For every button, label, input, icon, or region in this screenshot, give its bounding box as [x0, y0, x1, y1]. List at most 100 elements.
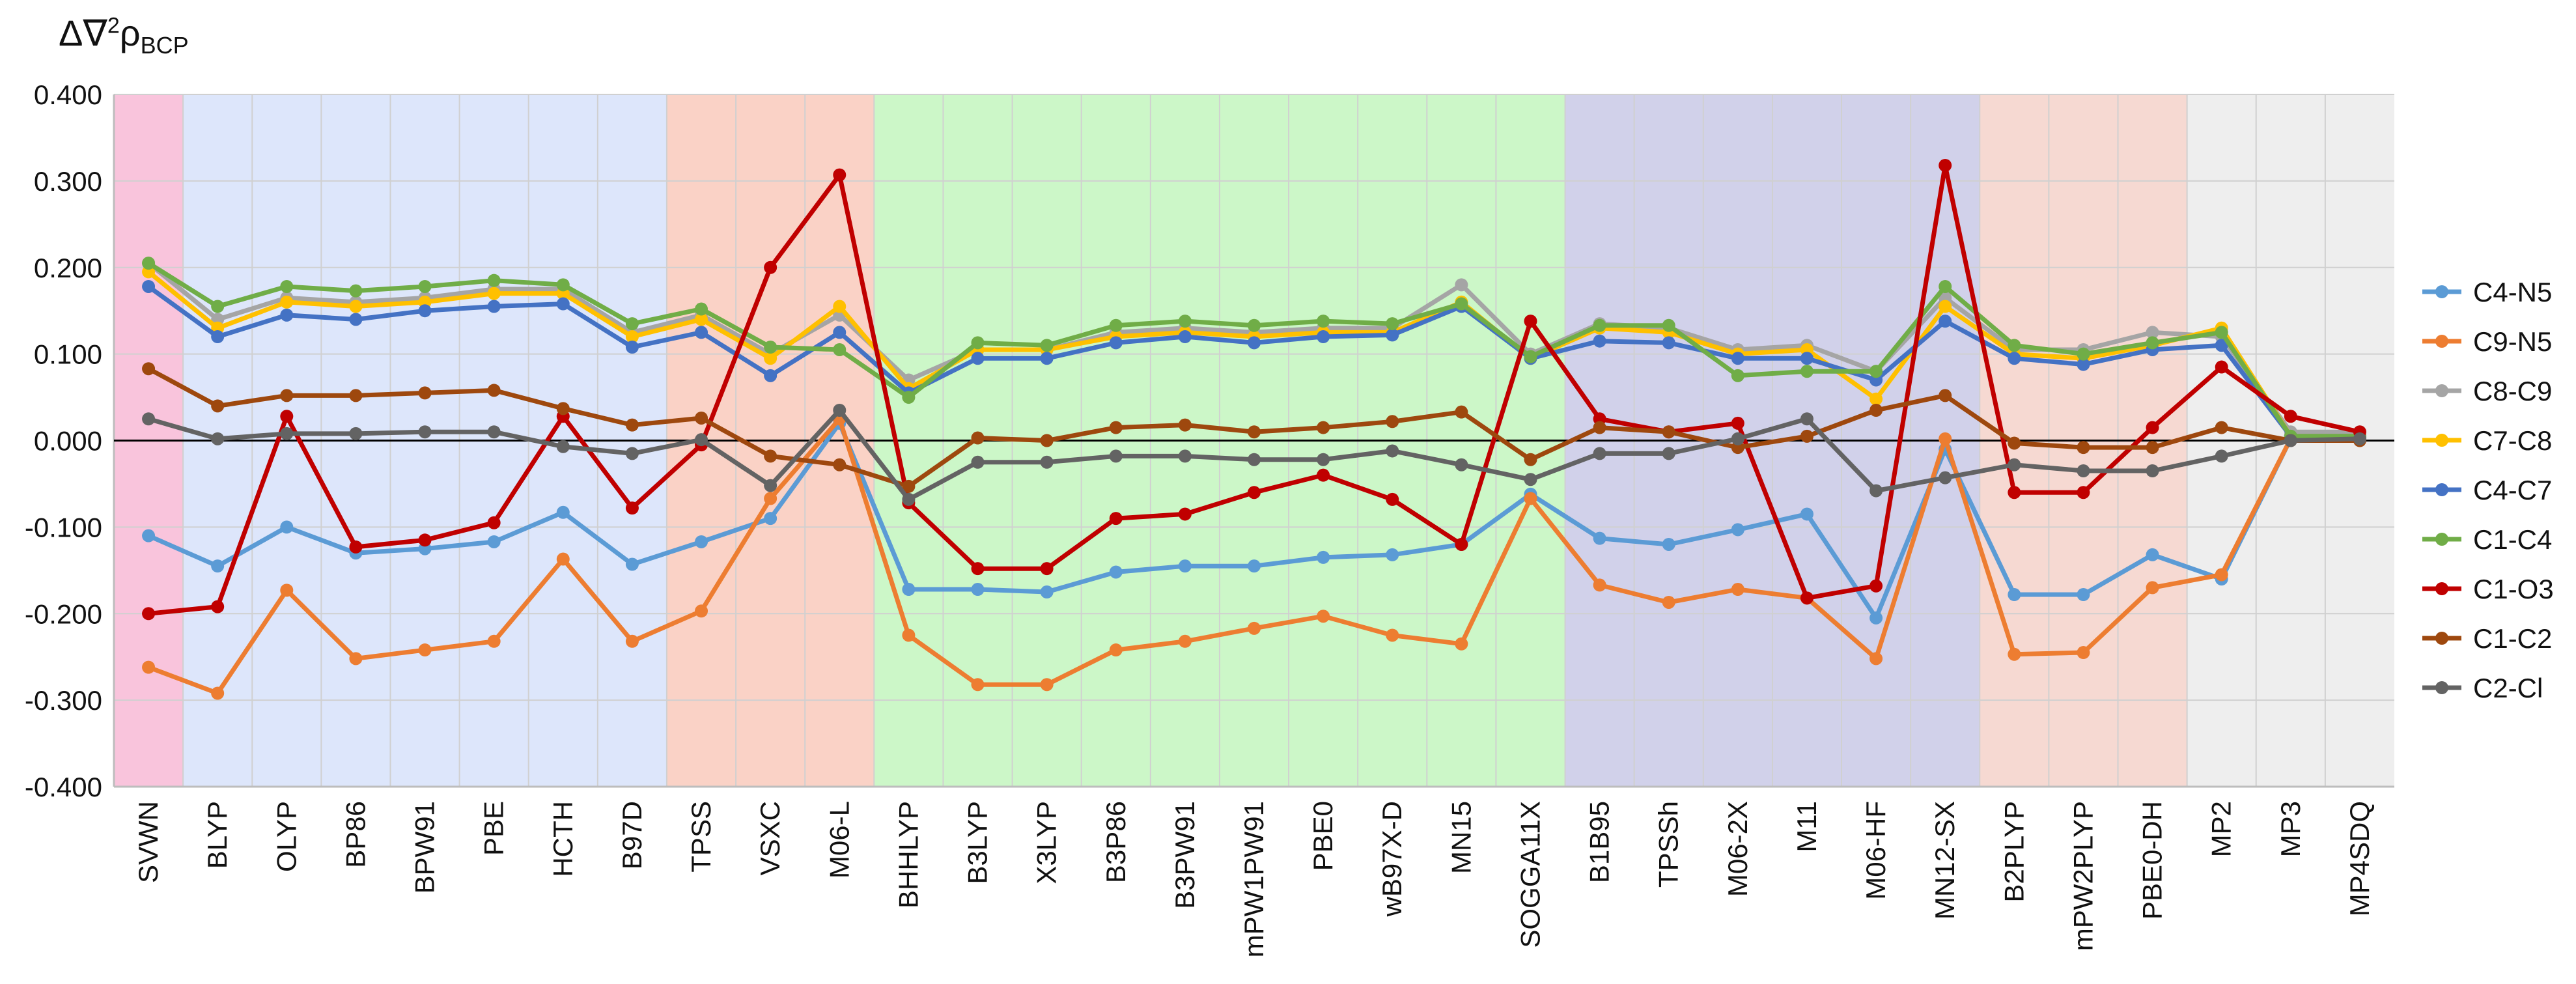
x-tick-label-9: VSXC: [755, 801, 785, 875]
legend-label-C1-C2: C1-C2: [2473, 623, 2552, 654]
data-point-C1-C2-mPW1PW91: [1248, 425, 1261, 439]
data-point-C1-C4-HCTH: [556, 278, 570, 292]
data-point-C4-C7-B2PLYP: [2008, 352, 2021, 365]
data-point-C4-C7-mPW1PW91: [1248, 336, 1261, 350]
data-point-C1-C4-TPSS: [695, 302, 708, 316]
data-point-C1-O3-mPW1PW91: [1248, 486, 1261, 499]
data-point-C4-N5-wB97X-D: [1386, 548, 1399, 561]
data-point-C4-C7-BP86: [349, 313, 363, 326]
data-point-C1-O3-SVWN: [142, 607, 156, 621]
legend-marker-C4-N5: [2435, 285, 2448, 298]
x-tick-label-11: BHHLYP: [893, 801, 923, 908]
data-point-C2-Cl-HCTH: [556, 440, 570, 453]
data-point-C2-Cl-B97D: [625, 447, 639, 460]
data-point-C1-C2-OLYP: [280, 389, 294, 402]
data-point-C9-N5-SOGGA11X: [1524, 492, 1537, 505]
x-tick-label-30: MP2: [2206, 801, 2237, 857]
data-point-C1-C2-mPW2PLYP: [2077, 441, 2090, 455]
data-point-C1-C2-PBE0: [1317, 421, 1330, 434]
data-point-C2-Cl-M06-2X: [1731, 432, 1744, 445]
data-point-C2-Cl-PBE0-DH: [2146, 464, 2159, 478]
data-point-C9-N5-PBE0-DH: [2146, 581, 2159, 595]
x-tick-label-29: PBE0-DH: [2137, 801, 2168, 920]
data-point-C1-O3-M11: [1800, 591, 1813, 605]
data-point-C1-C4-M06-HF: [1869, 365, 1883, 378]
data-point-C9-N5-wB97X-D: [1386, 628, 1399, 642]
data-point-C1-C2-MN15: [1455, 405, 1468, 419]
data-point-C4-N5-SVWN: [142, 529, 156, 542]
data-point-C4-N5-M06-HF: [1869, 611, 1883, 625]
data-point-C4-C7-PBE: [487, 300, 501, 313]
legend-marker-C1-C4: [2435, 533, 2448, 546]
tick-labels: 0.400 0.300 0.200 0.100 0.000 -0.100 -0.200 -0.…: [25, 79, 2375, 957]
data-point-C9-N5-MN15: [1455, 637, 1468, 651]
x-tick-label-22: TPSSh: [1653, 801, 1684, 888]
x-tick-label-0: SVWN: [133, 801, 163, 883]
data-point-C4-N5-B97D: [625, 557, 639, 571]
data-point-C9-N5-M06-2X: [1731, 583, 1744, 597]
legend-label-C9-N5: C9-N5: [2473, 326, 2552, 357]
x-tick-label-6: HCTH: [548, 801, 578, 877]
data-point-C1-C4-PBE0: [1317, 315, 1330, 328]
data-point-C1-C4-SVWN: [142, 257, 156, 270]
data-point-C8-C9-PBE0-DH: [2146, 326, 2159, 339]
data-point-C4-N5-BHHLYP: [902, 583, 916, 597]
data-point-C2-Cl-B3PW91: [1178, 449, 1192, 463]
x-tick-label-21: B1B95: [1584, 801, 1615, 883]
data-point-C1-C2-BHHLYP: [902, 479, 916, 493]
legend-marker-C1-C2: [2435, 632, 2448, 645]
data-point-C7-C8-M06-HF: [1869, 392, 1883, 406]
data-point-C4-N5-PBE0: [1317, 550, 1330, 564]
data-point-C4-C7-BLYP: [211, 330, 225, 344]
data-point-C4-N5-TPSSh: [1662, 537, 1675, 551]
data-point-C1-O3-B2PLYP: [2008, 486, 2021, 499]
data-point-C2-Cl-SOGGA11X: [1524, 473, 1537, 486]
data-point-C4-N5-mPW1PW91: [1248, 559, 1261, 573]
data-point-C2-Cl-mPW2PLYP: [2077, 464, 2090, 478]
data-point-C4-N5-B3LYP: [971, 583, 985, 597]
data-point-C2-Cl-B1B95: [1593, 447, 1606, 460]
data-point-C4-N5-OLYP: [280, 520, 294, 534]
x-tick-label-3: BP86: [340, 801, 371, 868]
x-tick-label-5: PBE: [479, 801, 509, 856]
data-point-C1-C4-mPW2PLYP: [2077, 347, 2090, 361]
data-point-C1-O3-MN15: [1455, 537, 1468, 551]
data-point-C1-O3-mPW2PLYP: [2077, 486, 2090, 499]
data-point-C1-O3-B3P86: [1109, 512, 1123, 526]
legend-label-C4-N5: C4-N5: [2473, 277, 2552, 307]
data-point-C1-O3-M06-2X: [1731, 416, 1744, 430]
data-point-C4-N5-mPW2PLYP: [2077, 588, 2090, 602]
data-point-C9-N5-BLYP: [211, 686, 225, 700]
data-point-C2-Cl-M06-L: [833, 403, 847, 417]
data-point-C4-C7-mPW2PLYP: [2077, 358, 2090, 371]
data-point-C4-N5-B3P86: [1109, 565, 1123, 579]
x-tick-label-14: B3P86: [1100, 801, 1131, 883]
data-point-C1-C2-M06-HF: [1869, 403, 1883, 417]
data-point-C1-C4-B2PLYP: [2008, 339, 2021, 352]
data-point-C9-N5-VSXC: [764, 492, 777, 505]
data-point-C1-C2-MN12-SX: [1939, 389, 1952, 402]
data-point-C9-N5-PBE: [487, 634, 501, 648]
data-point-C9-N5-B3PW91: [1178, 634, 1192, 648]
x-tick-label-19: MN15: [1446, 801, 1476, 874]
x-tick-label-1: BLYP: [202, 801, 232, 869]
x-tick-label-31: MP3: [2275, 801, 2306, 857]
data-point-C2-Cl-MN15: [1455, 458, 1468, 471]
data-point-C1-C4-BP86: [349, 284, 363, 298]
data-point-C9-N5-PBE0: [1317, 610, 1330, 623]
data-point-C1-O3-MP2: [2215, 360, 2228, 374]
data-point-C1-O3-PBE: [487, 516, 501, 529]
data-point-C9-N5-B3P86: [1109, 643, 1123, 657]
data-point-C9-N5-BPW91: [418, 643, 432, 657]
x-tick-label-24: M11: [1791, 801, 1822, 852]
data-point-C1-O3-PBE0: [1317, 468, 1330, 482]
legend-label-C1-O3: C1-O3: [2473, 574, 2554, 604]
data-point-C2-Cl-VSXC: [764, 479, 777, 492]
x-tick-label-23: M06-2X: [1722, 801, 1753, 897]
data-point-C4-C7-BPW91: [418, 304, 432, 318]
x-tick-label-15: B3PW91: [1169, 801, 1200, 909]
data-point-C1-C2-B3LYP: [971, 431, 985, 445]
x-tick-label-32: MP4SDQ: [2344, 801, 2375, 916]
data-point-C4-N5-VSXC: [764, 512, 777, 526]
